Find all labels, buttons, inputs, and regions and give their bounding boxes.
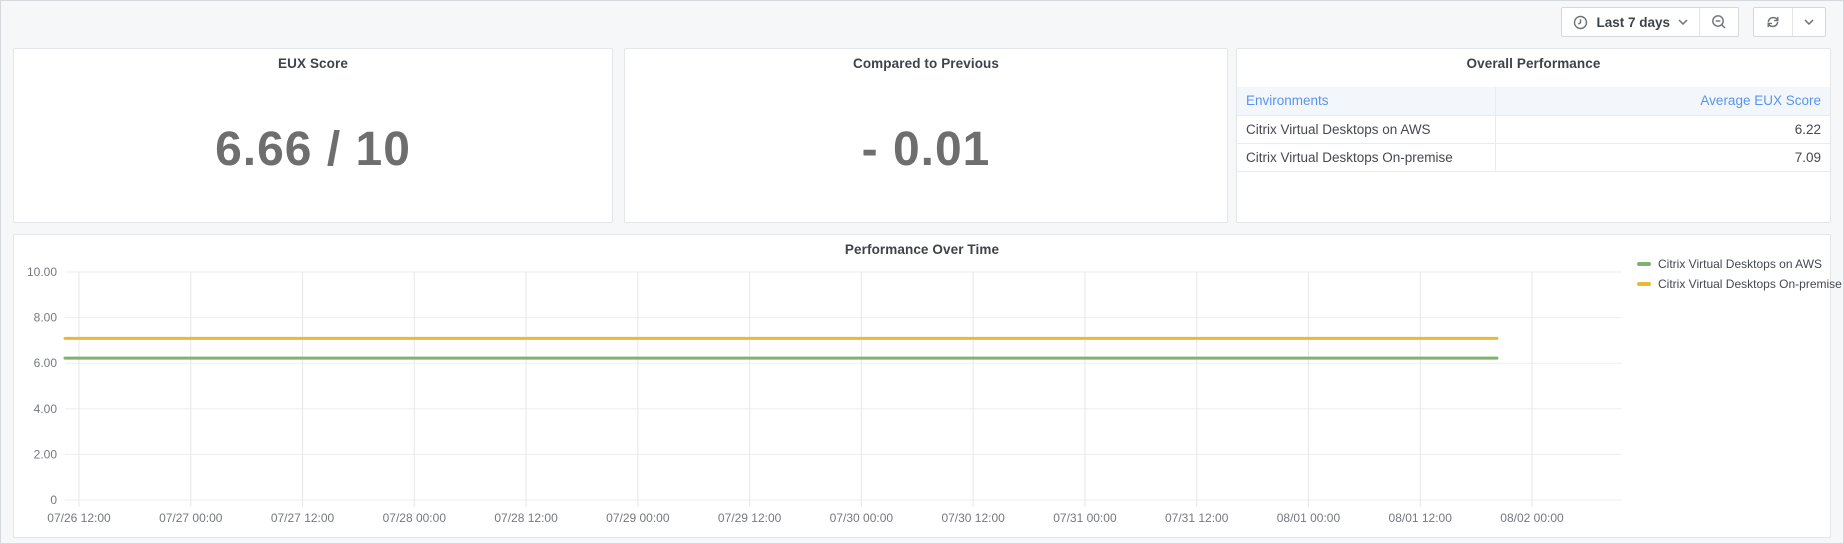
x-axis: 07/26 12:00 07/27 00:00 07/27 12:00 07/28 0…: [47, 272, 1564, 525]
legend-item[interactable]: Citrix Virtual Desktops On-premise: [1637, 277, 1842, 291]
legend-label: Citrix Virtual Desktops on AWS: [1658, 257, 1823, 271]
svg-text:0: 0: [50, 493, 57, 507]
score-cell: 6.22: [1495, 115, 1830, 144]
svg-text:07/29 12:00: 07/29 12:00: [718, 511, 782, 525]
svg-text:07/29 00:00: 07/29 00:00: [606, 511, 670, 525]
legend-swatch: [1637, 282, 1651, 286]
time-series-plot-area[interactable]: 0 2.00 4.00 6.00 8.00 10.00 07/26 12:00 07/27 0…: [14, 235, 1830, 537]
svg-text:07/27 12:00: 07/27 12:00: [271, 511, 335, 525]
svg-text:07/28 12:00: 07/28 12:00: [494, 511, 558, 525]
svg-text:08/01 00:00: 08/01 00:00: [1277, 511, 1341, 525]
y-axis: 0 2.00 4.00 6.00 8.00 10.00: [27, 265, 1622, 507]
svg-text:07/30 00:00: 07/30 00:00: [830, 511, 894, 525]
stat-value-container: 6.66 / 10: [14, 77, 612, 222]
column-header-environments[interactable]: Environments: [1237, 87, 1496, 116]
eux-score-value: 6.66 / 10: [215, 123, 411, 176]
clock-icon: [1573, 15, 1588, 30]
svg-text:07/31 00:00: 07/31 00:00: [1053, 511, 1117, 525]
environment-cell: Citrix Virtual Desktops On-premise: [1237, 143, 1496, 172]
column-header-average-eux-score[interactable]: Average EUX Score: [1495, 87, 1830, 116]
table-row: Citrix Virtual Desktops On-premise 7.09: [1237, 143, 1830, 172]
time-range-label: Last 7 days: [1596, 14, 1670, 30]
score-cell: 7.09: [1495, 143, 1830, 172]
overall-performance-table: Environments Average EUX Score Citrix Vi…: [1237, 87, 1830, 172]
svg-text:08/02 00:00: 08/02 00:00: [1500, 511, 1564, 525]
panel-performance-over-time: Performance Over Time 0 2.00 4.00 6.00 8.00 1…: [13, 234, 1842, 538]
compared-to-previous-value: - 0.01: [861, 123, 991, 176]
svg-text:07/26 12:00: 07/26 12:00: [47, 511, 111, 525]
refresh-icon: [1765, 14, 1781, 30]
environment-cell: Citrix Virtual Desktops on AWS: [1237, 115, 1496, 144]
legend-item[interactable]: Citrix Virtual Desktops on AWS: [1637, 257, 1842, 271]
table-row: Citrix Virtual Desktops on AWS 6.22: [1237, 115, 1830, 144]
series-lines: [63, 336, 1499, 360]
zoom-out-button[interactable]: [1699, 8, 1738, 36]
svg-text:8.00: 8.00: [34, 311, 58, 325]
time-range-picker[interactable]: Last 7 days: [1562, 8, 1699, 36]
refresh-controls-group: [1753, 7, 1826, 37]
stat-value-container: - 0.01: [625, 77, 1227, 222]
svg-text:07/31 12:00: 07/31 12:00: [1165, 511, 1229, 525]
svg-text:08/01 12:00: 08/01 12:00: [1389, 511, 1453, 525]
svg-text:10.00: 10.00: [27, 265, 57, 279]
refresh-interval-dropdown[interactable]: [1792, 8, 1825, 36]
panel-overall-performance: Overall Performance Environments Average…: [1236, 48, 1831, 223]
svg-text:4.00: 4.00: [34, 402, 58, 416]
table-header-row: Environments Average EUX Score: [1237, 87, 1830, 116]
panel-compared-to-previous: Compared to Previous - 0.01: [624, 48, 1228, 223]
svg-text:2.00: 2.00: [34, 447, 58, 461]
zoom-out-icon: [1711, 14, 1727, 30]
legend-swatch: [1637, 262, 1651, 266]
chart-legend: Citrix Virtual Desktops on AWS Citrix Vir…: [1637, 257, 1842, 291]
chevron-down-icon: [1804, 19, 1814, 25]
panel-title[interactable]: Overall Performance: [1466, 55, 1601, 71]
svg-text:07/30 12:00: 07/30 12:00: [941, 511, 1005, 525]
svg-text:07/28 00:00: 07/28 00:00: [383, 511, 447, 525]
panel-title[interactable]: EUX Score: [278, 55, 348, 71]
time-controls-group: Last 7 days: [1561, 7, 1739, 37]
dashboard-toolbar: Last 7 days: [1561, 7, 1826, 37]
svg-text:07/27 00:00: 07/27 00:00: [159, 511, 223, 525]
panel-eux-score: EUX Score 6.66 / 10: [13, 48, 613, 223]
panel-title[interactable]: Performance Over Time: [844, 241, 1000, 257]
chevron-down-icon: [1678, 19, 1688, 25]
legend-label: Citrix Virtual Desktops On-premise: [1658, 277, 1842, 291]
svg-text:6.00: 6.00: [34, 356, 58, 370]
refresh-button[interactable]: [1754, 8, 1792, 36]
panel-title[interactable]: Compared to Previous: [852, 55, 1000, 71]
